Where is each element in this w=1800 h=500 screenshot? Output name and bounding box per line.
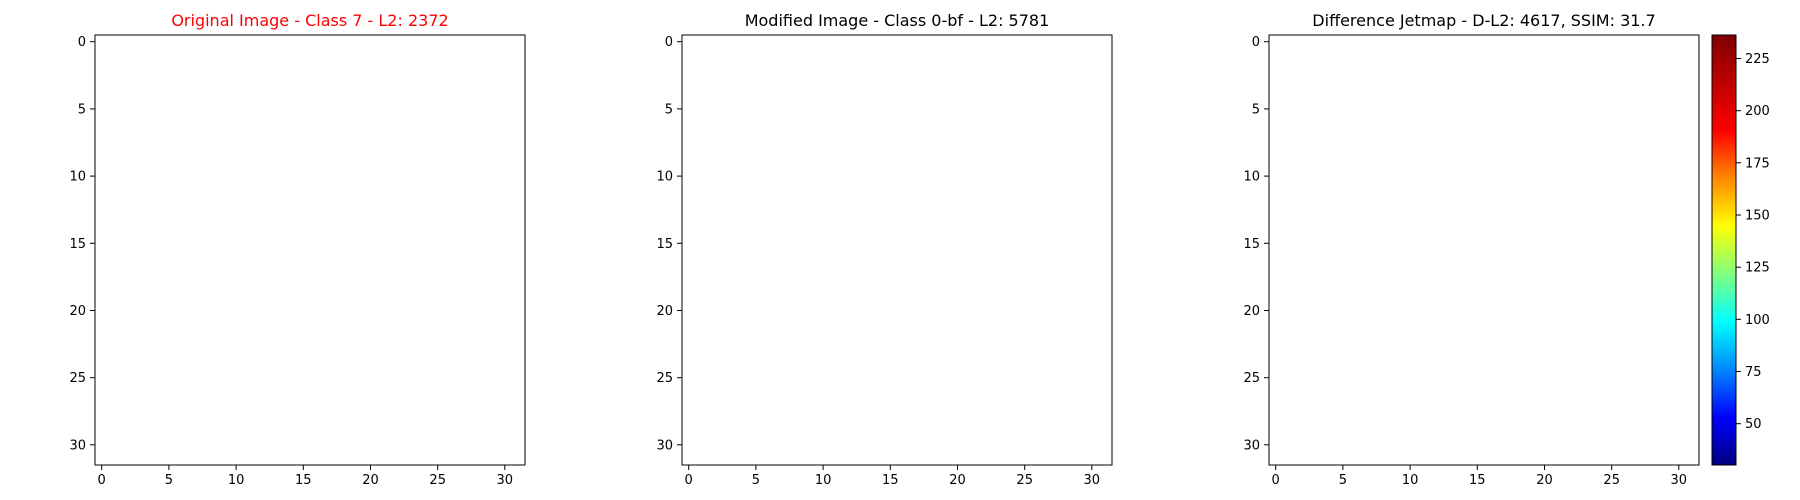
panel-3-frame xyxy=(1268,34,1700,466)
panel-3-ticks: 0 5 10 15 20 25 30 0 5 10 15 20 25 xyxy=(1243,35,1687,488)
colorbar-tick-label: 100 xyxy=(1745,313,1770,328)
y-tick-label: 15 xyxy=(1243,237,1260,252)
x-tick-label: 15 xyxy=(882,473,899,488)
panel-original: Original Image - Class 7 - L2: 2372 0 5 … xyxy=(69,11,526,488)
y-tick-label: 0 xyxy=(78,35,86,50)
colorbar-gradient xyxy=(1711,34,1737,466)
x-tick-label: 10 xyxy=(815,473,832,488)
y-tick-label: 15 xyxy=(656,237,673,252)
colorbar-tick-label: 225 xyxy=(1745,52,1770,67)
colorbar-tick-label: 175 xyxy=(1745,156,1770,171)
x-tick-label: 10 xyxy=(1402,473,1419,488)
panel-3-title: Difference Jetmap - D-L2: 4617, SSIM: 31… xyxy=(1312,11,1655,30)
panel-2-frame xyxy=(681,34,1113,466)
panel-1-title: Original Image - Class 7 - L2: 2372 xyxy=(171,11,448,30)
panel-1-ticks: 0 5 10 15 20 25 30 0 5 10 15 20 25 xyxy=(69,35,513,488)
x-tick-label: 30 xyxy=(1084,473,1101,488)
panel-1-frame xyxy=(94,34,526,466)
y-tick-label: 30 xyxy=(656,438,673,453)
colorbar-tick-label: 150 xyxy=(1745,209,1770,224)
x-tick-label: 5 xyxy=(752,473,760,488)
colorbar-tick-label: 75 xyxy=(1745,365,1762,380)
x-tick-label: 25 xyxy=(429,473,446,488)
x-tick-label: 25 xyxy=(1603,473,1620,488)
modified-image-heatmap xyxy=(682,35,1112,465)
difference-jetmap-heatmap xyxy=(1269,35,1699,465)
y-tick-label: 25 xyxy=(1243,371,1260,386)
y-tick-label: 10 xyxy=(69,170,86,185)
colorbar-tick-label: 125 xyxy=(1745,261,1770,276)
colorbar-ticks: 50 75 100 125 150 175 200 225 xyxy=(1736,52,1770,432)
x-tick-label: 5 xyxy=(1339,473,1347,488)
colorbar-tick-label: 200 xyxy=(1745,104,1770,119)
x-tick-label: 20 xyxy=(1536,473,1553,488)
y-tick-label: 0 xyxy=(665,35,673,50)
x-tick-label: 15 xyxy=(1469,473,1486,488)
x-tick-label: 0 xyxy=(1272,473,1280,488)
x-tick-label: 30 xyxy=(497,473,514,488)
panel-2-ticks: 0 5 10 15 20 25 30 0 5 10 15 20 25 xyxy=(656,35,1100,488)
panel-difference: Difference Jetmap - D-L2: 4617, SSIM: 31… xyxy=(1243,11,1700,488)
y-tick-label: 30 xyxy=(1243,438,1260,453)
y-tick-label: 15 xyxy=(69,237,86,252)
y-tick-label: 25 xyxy=(69,371,86,386)
y-tick-label: 5 xyxy=(665,102,673,117)
panel-2-title: Modified Image - Class 0-bf - L2: 5781 xyxy=(745,11,1050,30)
original-image-heatmap xyxy=(95,35,525,465)
colorbar-tick-label: 50 xyxy=(1745,417,1762,432)
x-tick-label: 15 xyxy=(295,473,312,488)
y-tick-label: 5 xyxy=(78,102,86,117)
x-tick-label: 5 xyxy=(165,473,173,488)
y-tick-label: 5 xyxy=(1252,102,1260,117)
y-tick-label: 10 xyxy=(656,170,673,185)
y-tick-label: 30 xyxy=(69,438,86,453)
colorbar: 50 75 100 125 150 175 200 225 xyxy=(1711,34,1770,466)
x-tick-label: 20 xyxy=(362,473,379,488)
x-tick-label: 30 xyxy=(1671,473,1688,488)
x-tick-label: 0 xyxy=(98,473,106,488)
y-tick-label: 20 xyxy=(1243,304,1260,319)
y-tick-label: 20 xyxy=(656,304,673,319)
x-tick-label: 20 xyxy=(949,473,966,488)
y-tick-label: 25 xyxy=(656,371,673,386)
panel-modified: Modified Image - Class 0-bf - L2: 5781 0… xyxy=(656,11,1113,488)
x-tick-label: 10 xyxy=(228,473,245,488)
y-tick-label: 0 xyxy=(1252,35,1260,50)
y-tick-label: 20 xyxy=(69,304,86,319)
x-tick-label: 25 xyxy=(1016,473,1033,488)
x-tick-label: 0 xyxy=(685,473,693,488)
y-tick-label: 10 xyxy=(1243,170,1260,185)
